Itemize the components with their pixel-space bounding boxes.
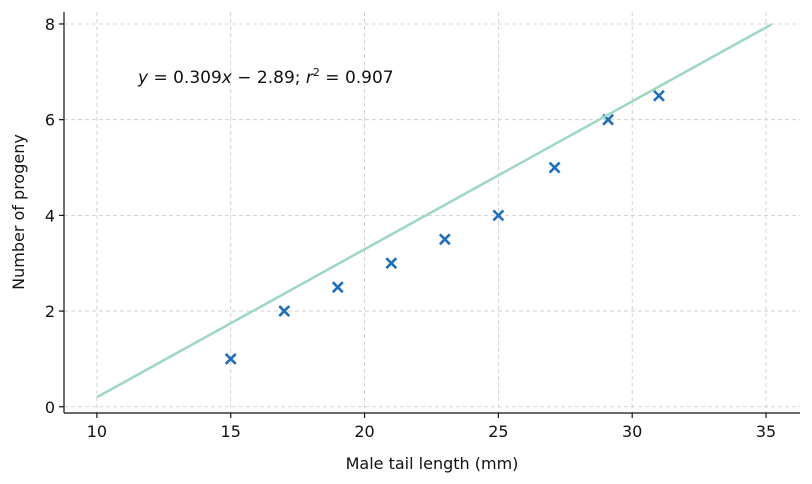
x-axis-label: Male tail length (mm) (346, 454, 519, 473)
data-point (331, 281, 344, 294)
x-tick-label: 25 (488, 422, 508, 441)
y-axis-label: Number of progeny (9, 134, 28, 290)
fit-line (96, 23, 772, 399)
x-tick-label: 20 (354, 422, 374, 441)
data-point (224, 353, 237, 365)
annotation-part: = 0.907 (320, 68, 394, 88)
annotation-part: y (137, 68, 149, 88)
x-tick-label: 35 (756, 422, 776, 441)
plot-layer: 10 15 20 25 30 35 0 2 4 6 8 (45, 12, 800, 441)
y-tick-label: 8 (45, 15, 55, 34)
data-point (385, 257, 398, 270)
data-point (653, 89, 665, 102)
y-tick-label: 6 (45, 111, 55, 130)
data-point (278, 305, 291, 317)
annotation-part: = 0.309 (148, 68, 222, 88)
annotation-part: x (221, 68, 233, 88)
annotation-part: r (306, 68, 314, 88)
data-point (492, 209, 505, 222)
y-tick-label: 4 (45, 206, 55, 225)
annotation-part: 2 (313, 66, 320, 79)
data-point (438, 233, 451, 246)
y-tick-label: 2 (45, 302, 55, 321)
y-tick-label: 0 (45, 398, 55, 417)
x-tick-label: 30 (622, 422, 642, 441)
annotation: y = 0.309x − 2.89; r2 = 0.907 (137, 66, 394, 88)
annotation-part: − 2.89; (232, 68, 306, 88)
x-tick-label: 10 (87, 422, 107, 441)
x-tick-label: 15 (221, 422, 241, 441)
data-point (548, 161, 561, 174)
